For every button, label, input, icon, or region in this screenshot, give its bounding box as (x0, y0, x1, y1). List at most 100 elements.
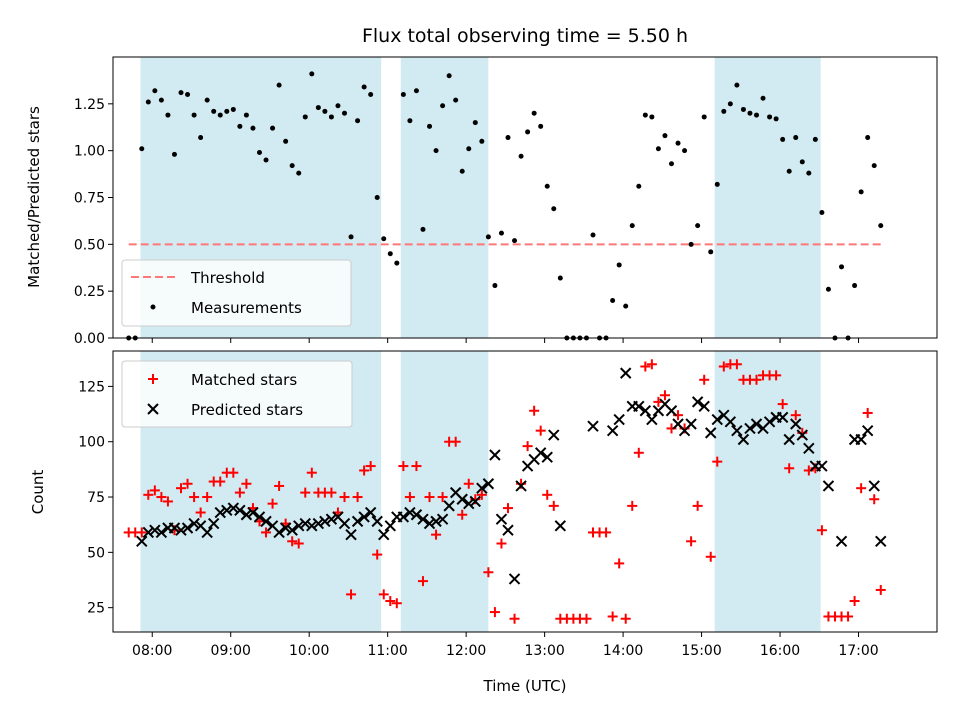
predicted-point (816, 460, 828, 472)
matched-point (699, 374, 710, 385)
measurement-point (865, 135, 871, 141)
measurement-point (185, 91, 191, 97)
matched-point (476, 489, 487, 500)
matched-point (267, 498, 278, 509)
x-tick-label: 13:00 (524, 643, 564, 659)
matched-point (417, 576, 428, 587)
matched-point (195, 507, 206, 518)
matched-point (372, 549, 383, 560)
predicted-point (548, 429, 560, 441)
measurement-point (786, 168, 792, 174)
legend-threshold-label: Threshold (190, 269, 265, 287)
measurement-point (322, 108, 328, 114)
predicted-point (790, 418, 802, 430)
matched-point (293, 538, 304, 549)
measurement-point (590, 232, 596, 238)
measurement-point (165, 112, 171, 118)
measurement-point (178, 90, 184, 96)
legend-measurements-swatch (150, 304, 156, 310)
predicted-point (168, 522, 181, 534)
matched-point (241, 478, 252, 489)
measurement-point (158, 97, 164, 103)
predicted-point (705, 427, 717, 439)
measurement-point (721, 108, 727, 114)
measurement-point (616, 262, 622, 268)
y-tick-label: 75 (87, 490, 105, 506)
predicted-point (685, 418, 697, 430)
measurement-point (250, 125, 256, 131)
predicted-point (515, 480, 527, 492)
predicted-point (312, 517, 325, 530)
measurement-point (688, 241, 694, 247)
predicted-point (142, 526, 155, 539)
predicted-point (541, 451, 553, 463)
measurement-point (505, 135, 511, 141)
predicted-point (247, 506, 259, 519)
shaded-interval (714, 57, 821, 338)
legend-matched-label: Matched stars (191, 371, 297, 389)
predicted-point (822, 480, 835, 492)
predicted-point (286, 524, 298, 536)
y-tick-label: 0.75 (74, 191, 105, 207)
predicted-point (868, 480, 880, 492)
matched-point (633, 447, 644, 458)
x-tick-label: 08:00 (132, 643, 172, 659)
predicted-point (502, 524, 514, 536)
matched-point (306, 467, 317, 478)
measurement-point (472, 120, 478, 126)
predicted-point (214, 506, 226, 519)
matched-point (601, 527, 612, 538)
predicted-point (279, 522, 292, 534)
measurement-point (230, 106, 236, 112)
predicted-point (417, 513, 429, 525)
measurement-point (544, 183, 550, 189)
measurement-point (767, 114, 773, 120)
predicted-point (227, 502, 240, 514)
predicted-point (351, 515, 364, 528)
predicted-point (436, 513, 449, 525)
predicted-point (423, 517, 436, 530)
predicted-point (155, 526, 168, 539)
measurement-point (662, 133, 668, 139)
bottom-x-axis: 08:00 09:00 10:00 11:00 12:00 13:00 14:00 15:00… (132, 632, 879, 659)
matched-point (300, 487, 311, 498)
predicted-point (554, 520, 567, 532)
measurement-point (675, 140, 681, 146)
matched-point (424, 492, 435, 503)
predicted-point (358, 511, 370, 523)
predicted-point (443, 500, 455, 512)
predicted-point (783, 433, 795, 446)
predicted-point (835, 535, 848, 547)
measurement-point (387, 251, 393, 257)
measurement-point (727, 101, 733, 107)
matched-point (326, 487, 337, 498)
measurement-point (420, 226, 426, 232)
matched-point (535, 425, 546, 436)
y-tick-label: 50 (87, 545, 105, 561)
measurement-point (492, 283, 498, 289)
legend-measurements-label: Measurements (191, 299, 302, 317)
measurement-point (479, 138, 485, 144)
predicted-point (293, 520, 305, 532)
predicted-point (299, 517, 311, 530)
matched-point (816, 525, 827, 536)
matched-point (398, 461, 409, 472)
legend-predicted-swatch (147, 403, 159, 415)
matched-point (620, 613, 631, 624)
x-tick-label: 09:00 (211, 643, 251, 659)
measurement-point (485, 234, 491, 240)
y-tick-label: 25 (87, 601, 105, 617)
measurement-point (498, 230, 504, 236)
measurement-point (374, 195, 380, 200)
matched-point (731, 359, 742, 370)
matched-point (378, 589, 389, 600)
y-tick-label: 0.00 (74, 331, 105, 347)
matched-point (202, 492, 213, 503)
predicted-point (737, 433, 750, 446)
predicted-point (646, 413, 658, 426)
legend-x-marker (147, 403, 159, 415)
bottom-predicted-points (136, 367, 887, 585)
predicted-point (534, 447, 547, 459)
matched-point (875, 584, 886, 595)
shaded-interval (400, 351, 489, 632)
